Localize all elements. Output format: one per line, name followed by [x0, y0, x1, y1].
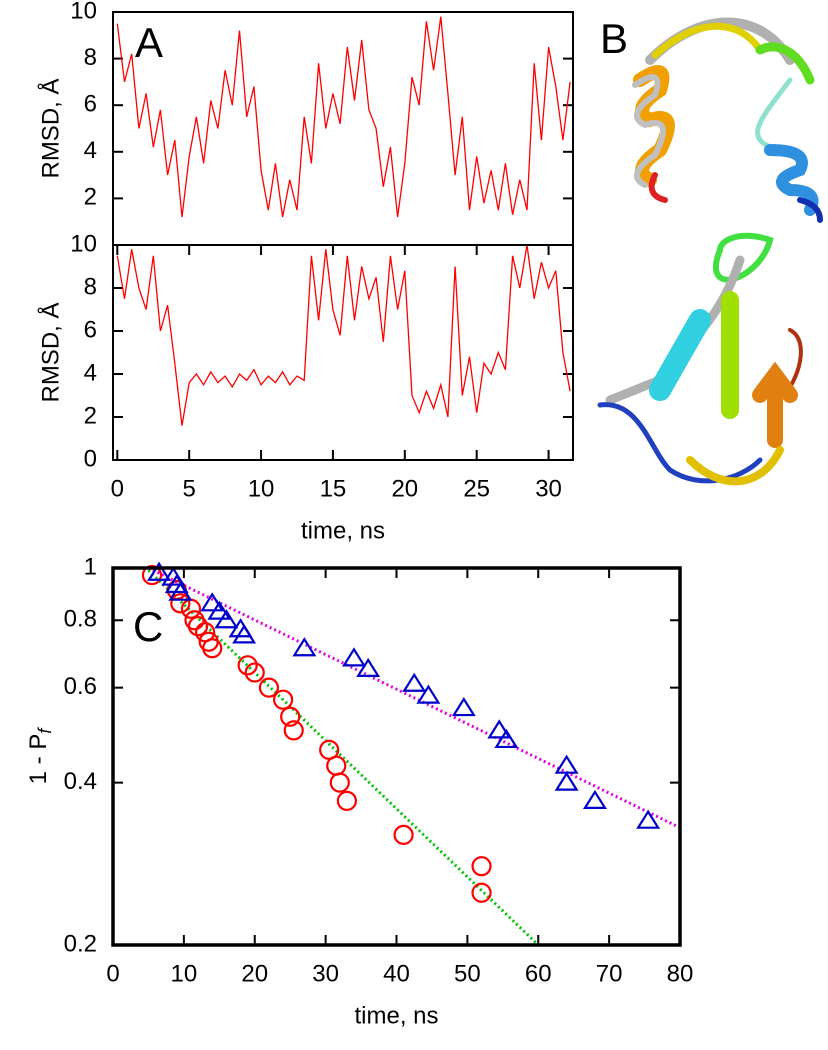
y-tick-label: 10 — [70, 230, 97, 257]
triangle-marker — [416, 684, 441, 704]
x-tick-label: 50 — [454, 960, 481, 987]
triangle-marker — [356, 657, 381, 678]
triangle-marker — [451, 696, 476, 717]
x-tick-label: 40 — [383, 960, 410, 987]
x-tick-label: 0 — [106, 960, 119, 987]
triangle-marker — [200, 592, 225, 612]
x-tick-label: 15 — [320, 475, 347, 502]
triangle-marker — [341, 647, 366, 667]
y-axis-label: RMSD, Å — [36, 78, 64, 178]
x-tick-label: 5 — [183, 475, 196, 502]
y-tick-label: 8 — [84, 44, 97, 71]
circle-marker — [141, 565, 163, 586]
triangle-marker — [554, 771, 579, 791]
x-axis-label: time, ns — [354, 1002, 438, 1029]
circle-marker — [180, 598, 202, 619]
plot-area — [147, 568, 680, 945]
circle-marker — [237, 655, 258, 676]
circle-marker — [244, 662, 265, 683]
triangle-marker — [636, 809, 661, 829]
x-tick-label: 10 — [171, 960, 198, 987]
triangle-marker — [232, 624, 257, 644]
y-axis-label: RMSD, Å — [36, 302, 64, 402]
triangle-marker — [582, 789, 607, 809]
plot-frame — [111, 566, 682, 947]
y-axis-label-main: 1 - P — [25, 734, 52, 785]
circle-marker — [202, 638, 223, 659]
fit-line — [147, 568, 680, 830]
circle-marker — [170, 593, 191, 614]
triangle-marker — [554, 754, 579, 774]
data-line — [116, 245, 571, 426]
y-tick-label: 0 — [84, 445, 97, 472]
y-tick-label: 2 — [84, 184, 97, 211]
y-tick-label: 0.2 — [64, 930, 97, 957]
y-tick-label: 10 — [70, 0, 97, 24]
circle-marker — [326, 755, 347, 776]
x-tick-label: 30 — [535, 475, 562, 502]
y-tick-label: 0.8 — [64, 606, 97, 633]
panel-letter: C — [133, 603, 163, 650]
circle-marker — [280, 706, 301, 727]
x-tick-label: 10 — [248, 475, 275, 502]
y-axis-label-subscript: f — [35, 727, 55, 734]
panel-letter: A — [135, 19, 163, 66]
triangle-marker — [292, 637, 317, 657]
triangle-marker — [214, 609, 239, 629]
circle-marker — [283, 720, 304, 741]
x-tick-label: 0 — [111, 475, 124, 502]
triangle-marker — [207, 600, 232, 620]
plot-area — [116, 245, 571, 426]
y-tick-label: 2 — [84, 402, 97, 429]
triangle-marker — [402, 672, 427, 692]
circle-marker — [471, 882, 492, 903]
circle-marker — [393, 824, 414, 846]
y-tick-label: 0.4 — [64, 768, 97, 795]
x-tick-label: 70 — [596, 960, 623, 987]
triangle-marker — [147, 561, 172, 581]
panel-letter: B — [600, 15, 628, 62]
plot-area — [116, 16, 571, 218]
circle-marker — [336, 790, 357, 811]
triangle-marker — [487, 719, 512, 739]
y-tick-label: 0.6 — [64, 673, 97, 700]
y-tick-label: 6 — [84, 316, 97, 343]
circle-marker — [258, 677, 280, 698]
circle-marker — [471, 856, 492, 877]
x-tick-label: 30 — [312, 960, 339, 987]
x-tick-label: 20 — [391, 475, 418, 502]
x-tick-label: 20 — [241, 960, 268, 987]
y-tick-label: 4 — [84, 137, 97, 164]
data-line — [116, 16, 571, 218]
x-tick-label: 25 — [463, 475, 490, 502]
x-tick-label: 60 — [525, 960, 552, 987]
y-tick-label: 6 — [84, 91, 97, 118]
x-axis-label: time, ns — [301, 517, 385, 544]
y-axis-label: 1 - Pf — [25, 727, 54, 785]
triangle-marker — [494, 728, 519, 749]
y-tick-label: 4 — [84, 359, 97, 386]
protein-structures — [597, 17, 823, 486]
triangle-marker — [168, 581, 193, 601]
circle-marker — [187, 616, 209, 637]
y-tick-label: 8 — [84, 273, 97, 300]
x-tick-label: 80 — [667, 960, 694, 987]
plot-frame — [112, 244, 574, 461]
y-tick-label: 1 — [84, 553, 97, 580]
circle-marker — [329, 772, 350, 793]
circle-marker — [273, 689, 294, 710]
